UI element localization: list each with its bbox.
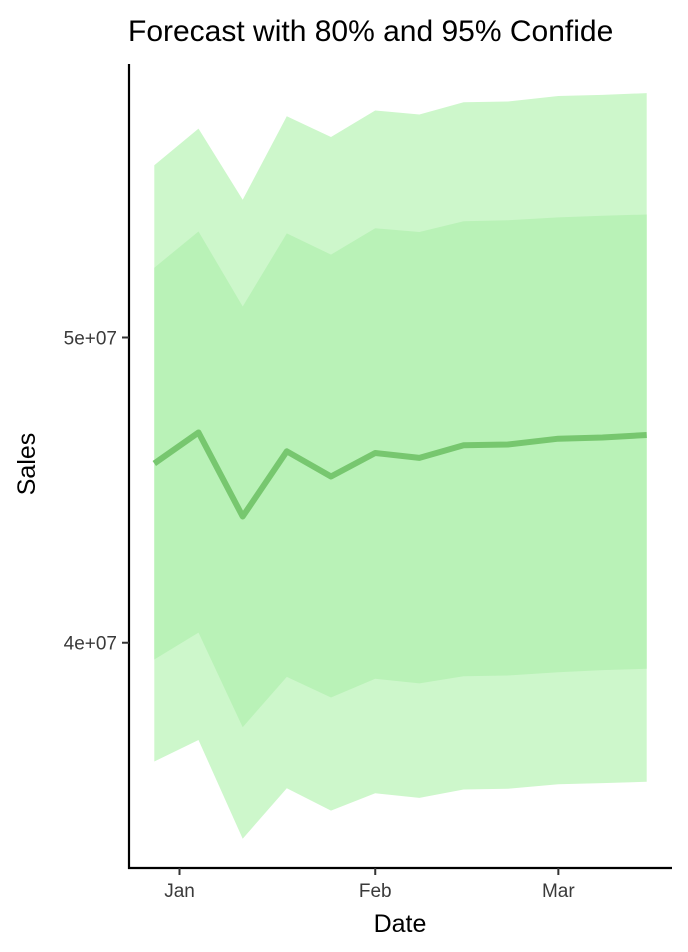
y-axis-title: Sales [13,433,41,496]
forecast-lines [152,429,647,520]
interval-80-band [154,214,647,728]
x-tick-label: Jan [164,881,195,902]
y-tick-label: 5e+07 [64,328,117,349]
x-tick-label: Feb [359,881,392,902]
confidence-bands [154,93,647,839]
x-axis-title: Date [374,910,427,938]
chart-title: Forecast with 80% and 95% Confide [128,15,613,48]
y-tick-label: 4e+07 [64,634,117,655]
x-tick-label: Mar [542,881,575,902]
forecast-line [152,429,647,520]
axes: 4e+07 5e+07 Jan Feb Mar [64,64,672,902]
